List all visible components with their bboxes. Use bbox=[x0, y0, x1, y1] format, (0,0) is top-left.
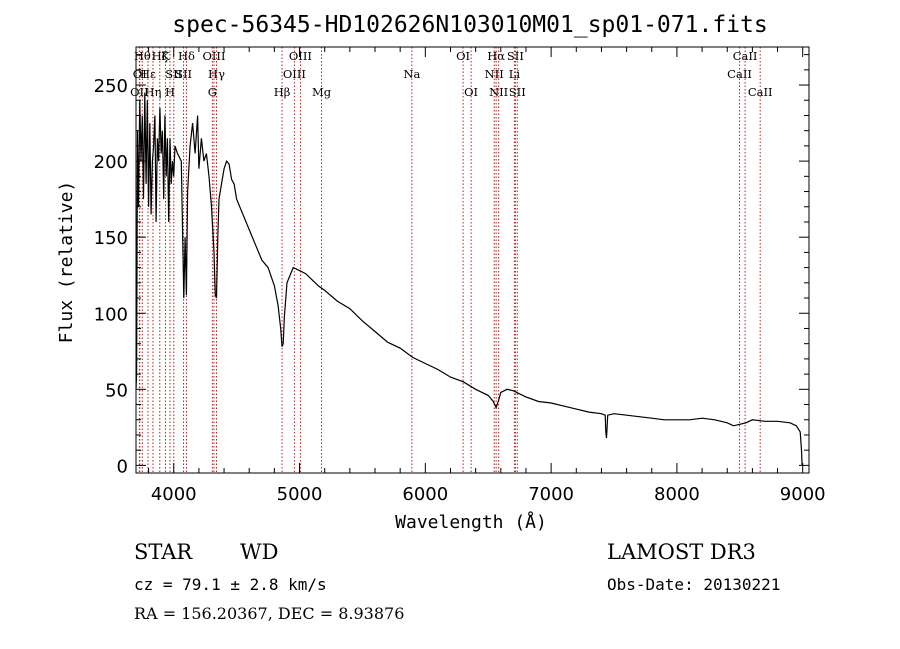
line-label-25: Li bbox=[509, 67, 521, 81]
line-label-26: SII bbox=[509, 85, 526, 99]
obs-date: Obs-Date: 20130221 bbox=[607, 575, 781, 594]
line-label-10: SII bbox=[175, 67, 192, 81]
line-label-11: OIII bbox=[202, 49, 225, 63]
line-label-29: CaII bbox=[748, 85, 773, 99]
line-label-17: Mg bbox=[312, 85, 332, 99]
x-tick-label-5000: 5000 bbox=[277, 484, 323, 505]
y-axis-ticks: 0 50 100 150 200 250 bbox=[94, 54, 809, 477]
cz-value: cz = 79.1 ± 2.8 km/s bbox=[134, 575, 327, 594]
line-label-28: CaII bbox=[727, 67, 752, 81]
x-tick-label-6000: 6000 bbox=[402, 484, 448, 505]
line-label-6: K bbox=[161, 49, 170, 63]
line-label-2: Hθ bbox=[134, 49, 151, 63]
y-tick-label-0: 0 bbox=[117, 456, 128, 477]
x-tick-label-4000: 4000 bbox=[151, 484, 197, 505]
line-label-3: Hη bbox=[145, 85, 162, 99]
x-tick-label-8000: 8000 bbox=[654, 484, 700, 505]
line-label-14: Hβ bbox=[274, 85, 291, 99]
plot-frame bbox=[135, 46, 810, 474]
x-tick-label-7000: 7000 bbox=[528, 484, 574, 505]
line-label-1: OII bbox=[130, 85, 149, 99]
line-label-15: OIII bbox=[289, 49, 312, 63]
line-label-12: Hγ bbox=[208, 67, 225, 81]
x-axis-label: Wavelength (Å) bbox=[395, 511, 547, 533]
line-label-21: Hα bbox=[487, 49, 505, 63]
line-label-7: H bbox=[165, 85, 175, 99]
line-label-20: OI bbox=[464, 85, 478, 99]
line-label-9: Hδ bbox=[178, 49, 195, 63]
line-label-8: SII bbox=[165, 67, 182, 81]
y-tick-label-50: 50 bbox=[105, 380, 128, 401]
coordinates: RA = 156.20367, DEC = 8.93876 bbox=[134, 604, 405, 623]
line-label-13: G bbox=[208, 85, 217, 99]
class-label: STAR bbox=[134, 540, 193, 564]
y-tick-label-100: 100 bbox=[94, 304, 128, 325]
line-label-22: NII bbox=[485, 67, 504, 81]
line-label-19: OI bbox=[456, 49, 470, 63]
line-label-27: CaII bbox=[733, 49, 758, 63]
line-label-4: Hε bbox=[140, 67, 156, 81]
y-tick-label-200: 200 bbox=[94, 152, 128, 173]
line-label-24: SII bbox=[507, 49, 524, 63]
survey-label: LAMOST DR3 bbox=[607, 540, 756, 564]
spectral-line-markers bbox=[138, 47, 761, 473]
line-label-18: Na bbox=[403, 67, 420, 81]
y-axis-label: Flux (relative) bbox=[56, 181, 77, 344]
flux-series-line bbox=[135, 92, 803, 466]
subclass-label: WD bbox=[240, 540, 279, 564]
x-axis-ticks: 4000 5000 6000 7000 8000 9000 bbox=[148, 47, 826, 505]
chart-title: spec-56345-HD102626N103010M01_sp01-071.f… bbox=[172, 12, 767, 38]
line-label-23: NII bbox=[489, 85, 508, 99]
x-tick-label-9000: 9000 bbox=[780, 484, 826, 505]
line-label-5: Hζ bbox=[152, 49, 168, 63]
line-label-16: OIII bbox=[283, 67, 306, 81]
y-tick-label-250: 250 bbox=[94, 76, 128, 97]
y-tick-label-150: 150 bbox=[94, 228, 128, 249]
